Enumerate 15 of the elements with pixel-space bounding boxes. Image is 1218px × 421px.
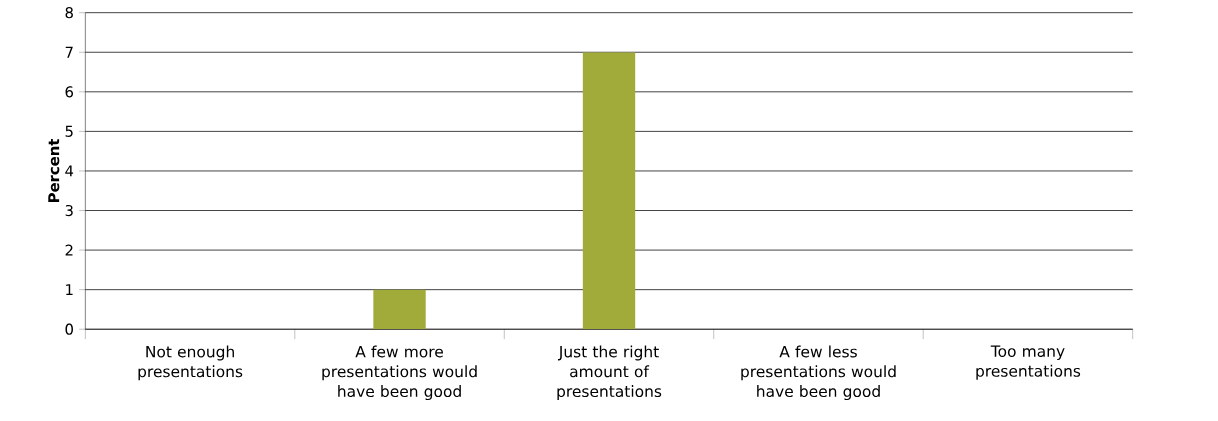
x-tick-label: Just the right amount of presentations (557, 345, 662, 401)
x-tick-label: Not enough presentations (138, 345, 243, 381)
x-tick-label: Too many presentations (976, 345, 1081, 380)
x-tick-label: A few less presentations would have been good (741, 345, 896, 401)
y-tick-label: 3 (65, 204, 73, 217)
x-tick-label: A few more presentations would have been good (322, 345, 477, 401)
y-tick-label: 2 (65, 244, 73, 256)
y-axis-title: Percent (48, 138, 60, 202)
y-tick-label: 6 (65, 86, 74, 98)
y-tick-label: 5 (65, 125, 73, 137)
y-tick-label: 1 (66, 284, 73, 296)
y-tick-label: 8 (65, 7, 73, 19)
y-tick-label: 0 (65, 323, 73, 335)
y-tick-label: 4 (65, 165, 74, 177)
y-tick-label: 7 (65, 46, 73, 58)
